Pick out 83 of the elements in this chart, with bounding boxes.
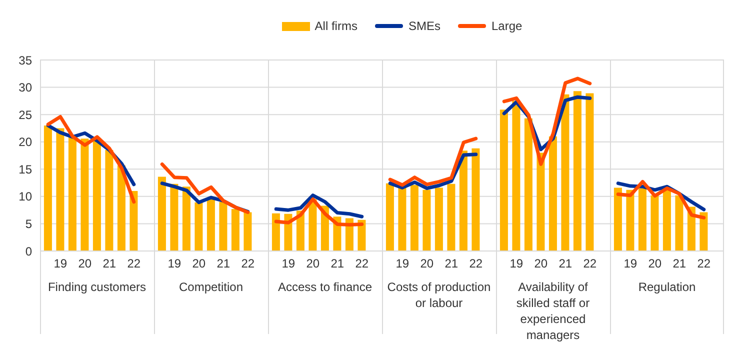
bar <box>536 152 545 251</box>
bar <box>512 100 520 251</box>
bar <box>700 212 708 251</box>
bar <box>447 184 456 251</box>
bar <box>422 190 431 251</box>
x-tick-label: 19 <box>510 256 524 271</box>
bar <box>80 138 89 251</box>
bar <box>561 94 570 251</box>
x-tick-label: 22 <box>127 256 141 271</box>
bar <box>219 202 228 251</box>
bar <box>614 188 622 251</box>
legend-label: SMEs <box>408 19 440 33</box>
bar <box>56 128 64 251</box>
line-series <box>46 115 136 204</box>
y-tick-label: 30 <box>18 80 32 95</box>
bar <box>92 139 101 251</box>
x-axis-title: Regulation <box>637 279 697 295</box>
x-tick-label: 19 <box>396 256 410 271</box>
bar <box>231 208 240 251</box>
x-tick-label: 22 <box>355 256 369 271</box>
bar <box>586 93 594 251</box>
bar <box>158 176 166 251</box>
bar <box>358 220 366 251</box>
x-tick-label: 21 <box>102 256 116 271</box>
bar <box>410 184 418 251</box>
bar <box>105 150 114 251</box>
x-axis-title: Availability of skilled staff or experienced managers <box>515 279 591 343</box>
x-tick-label: 21 <box>672 256 686 271</box>
y-tick-label: 10 <box>18 190 32 204</box>
bar <box>650 195 659 251</box>
bar <box>117 165 126 251</box>
y-tick-label: 5 <box>25 216 32 231</box>
bar <box>434 188 443 251</box>
bar <box>638 188 646 251</box>
bar <box>272 213 280 251</box>
x-tick-label: 20 <box>192 256 206 271</box>
x-tick-label: 20 <box>78 256 92 271</box>
bar <box>44 125 52 251</box>
x-tick-label: 19 <box>54 256 68 271</box>
x-tick-label: 19 <box>282 256 296 271</box>
x-tick-label: 21 <box>444 256 458 271</box>
bar <box>500 110 508 251</box>
bar <box>398 188 406 251</box>
x-tick-label: 19 <box>168 256 182 271</box>
x-tick-label: 22 <box>241 256 255 271</box>
bar <box>548 136 557 251</box>
bar <box>206 198 215 251</box>
bar <box>472 148 480 251</box>
x-tick-label: 21 <box>330 256 344 271</box>
bar <box>182 186 190 251</box>
bar <box>626 190 634 251</box>
bar <box>459 150 468 251</box>
x-axis-title: Finding customers <box>46 279 148 295</box>
legend-label: All firms <box>314 19 358 33</box>
bar <box>170 184 178 251</box>
x-tick-label: 20 <box>306 256 320 271</box>
y-tick-label: 35 <box>18 53 32 68</box>
bar <box>662 188 671 251</box>
y-tick-label: 20 <box>18 135 32 150</box>
x-axis-title: Competition <box>178 279 244 295</box>
y-tick-label: 25 <box>18 108 32 122</box>
x-tick-label: 20 <box>534 256 548 271</box>
x-tick-label: 22 <box>697 256 711 271</box>
bar <box>130 190 138 251</box>
bar <box>524 118 532 251</box>
bar <box>675 195 684 251</box>
bar <box>68 136 76 251</box>
bar <box>573 91 582 251</box>
bar <box>386 183 394 251</box>
y-tick-label: 15 <box>18 162 32 176</box>
legend-label: Large <box>491 19 522 33</box>
x-tick-label: 19 <box>624 256 638 271</box>
x-tick-label: 22 <box>583 256 597 271</box>
bar <box>244 212 252 251</box>
x-tick-label: 20 <box>648 256 662 271</box>
x-tick-label: 20 <box>420 256 434 271</box>
x-axis-title: Costs of production or labour <box>386 279 492 311</box>
x-tick-label: 21 <box>216 256 230 271</box>
y-tick-label: 0 <box>25 244 32 258</box>
x-tick-label: 22 <box>469 256 483 271</box>
x-axis-title: Access to finance <box>276 279 374 295</box>
bar <box>194 202 203 251</box>
x-tick-label: 21 <box>558 256 572 271</box>
